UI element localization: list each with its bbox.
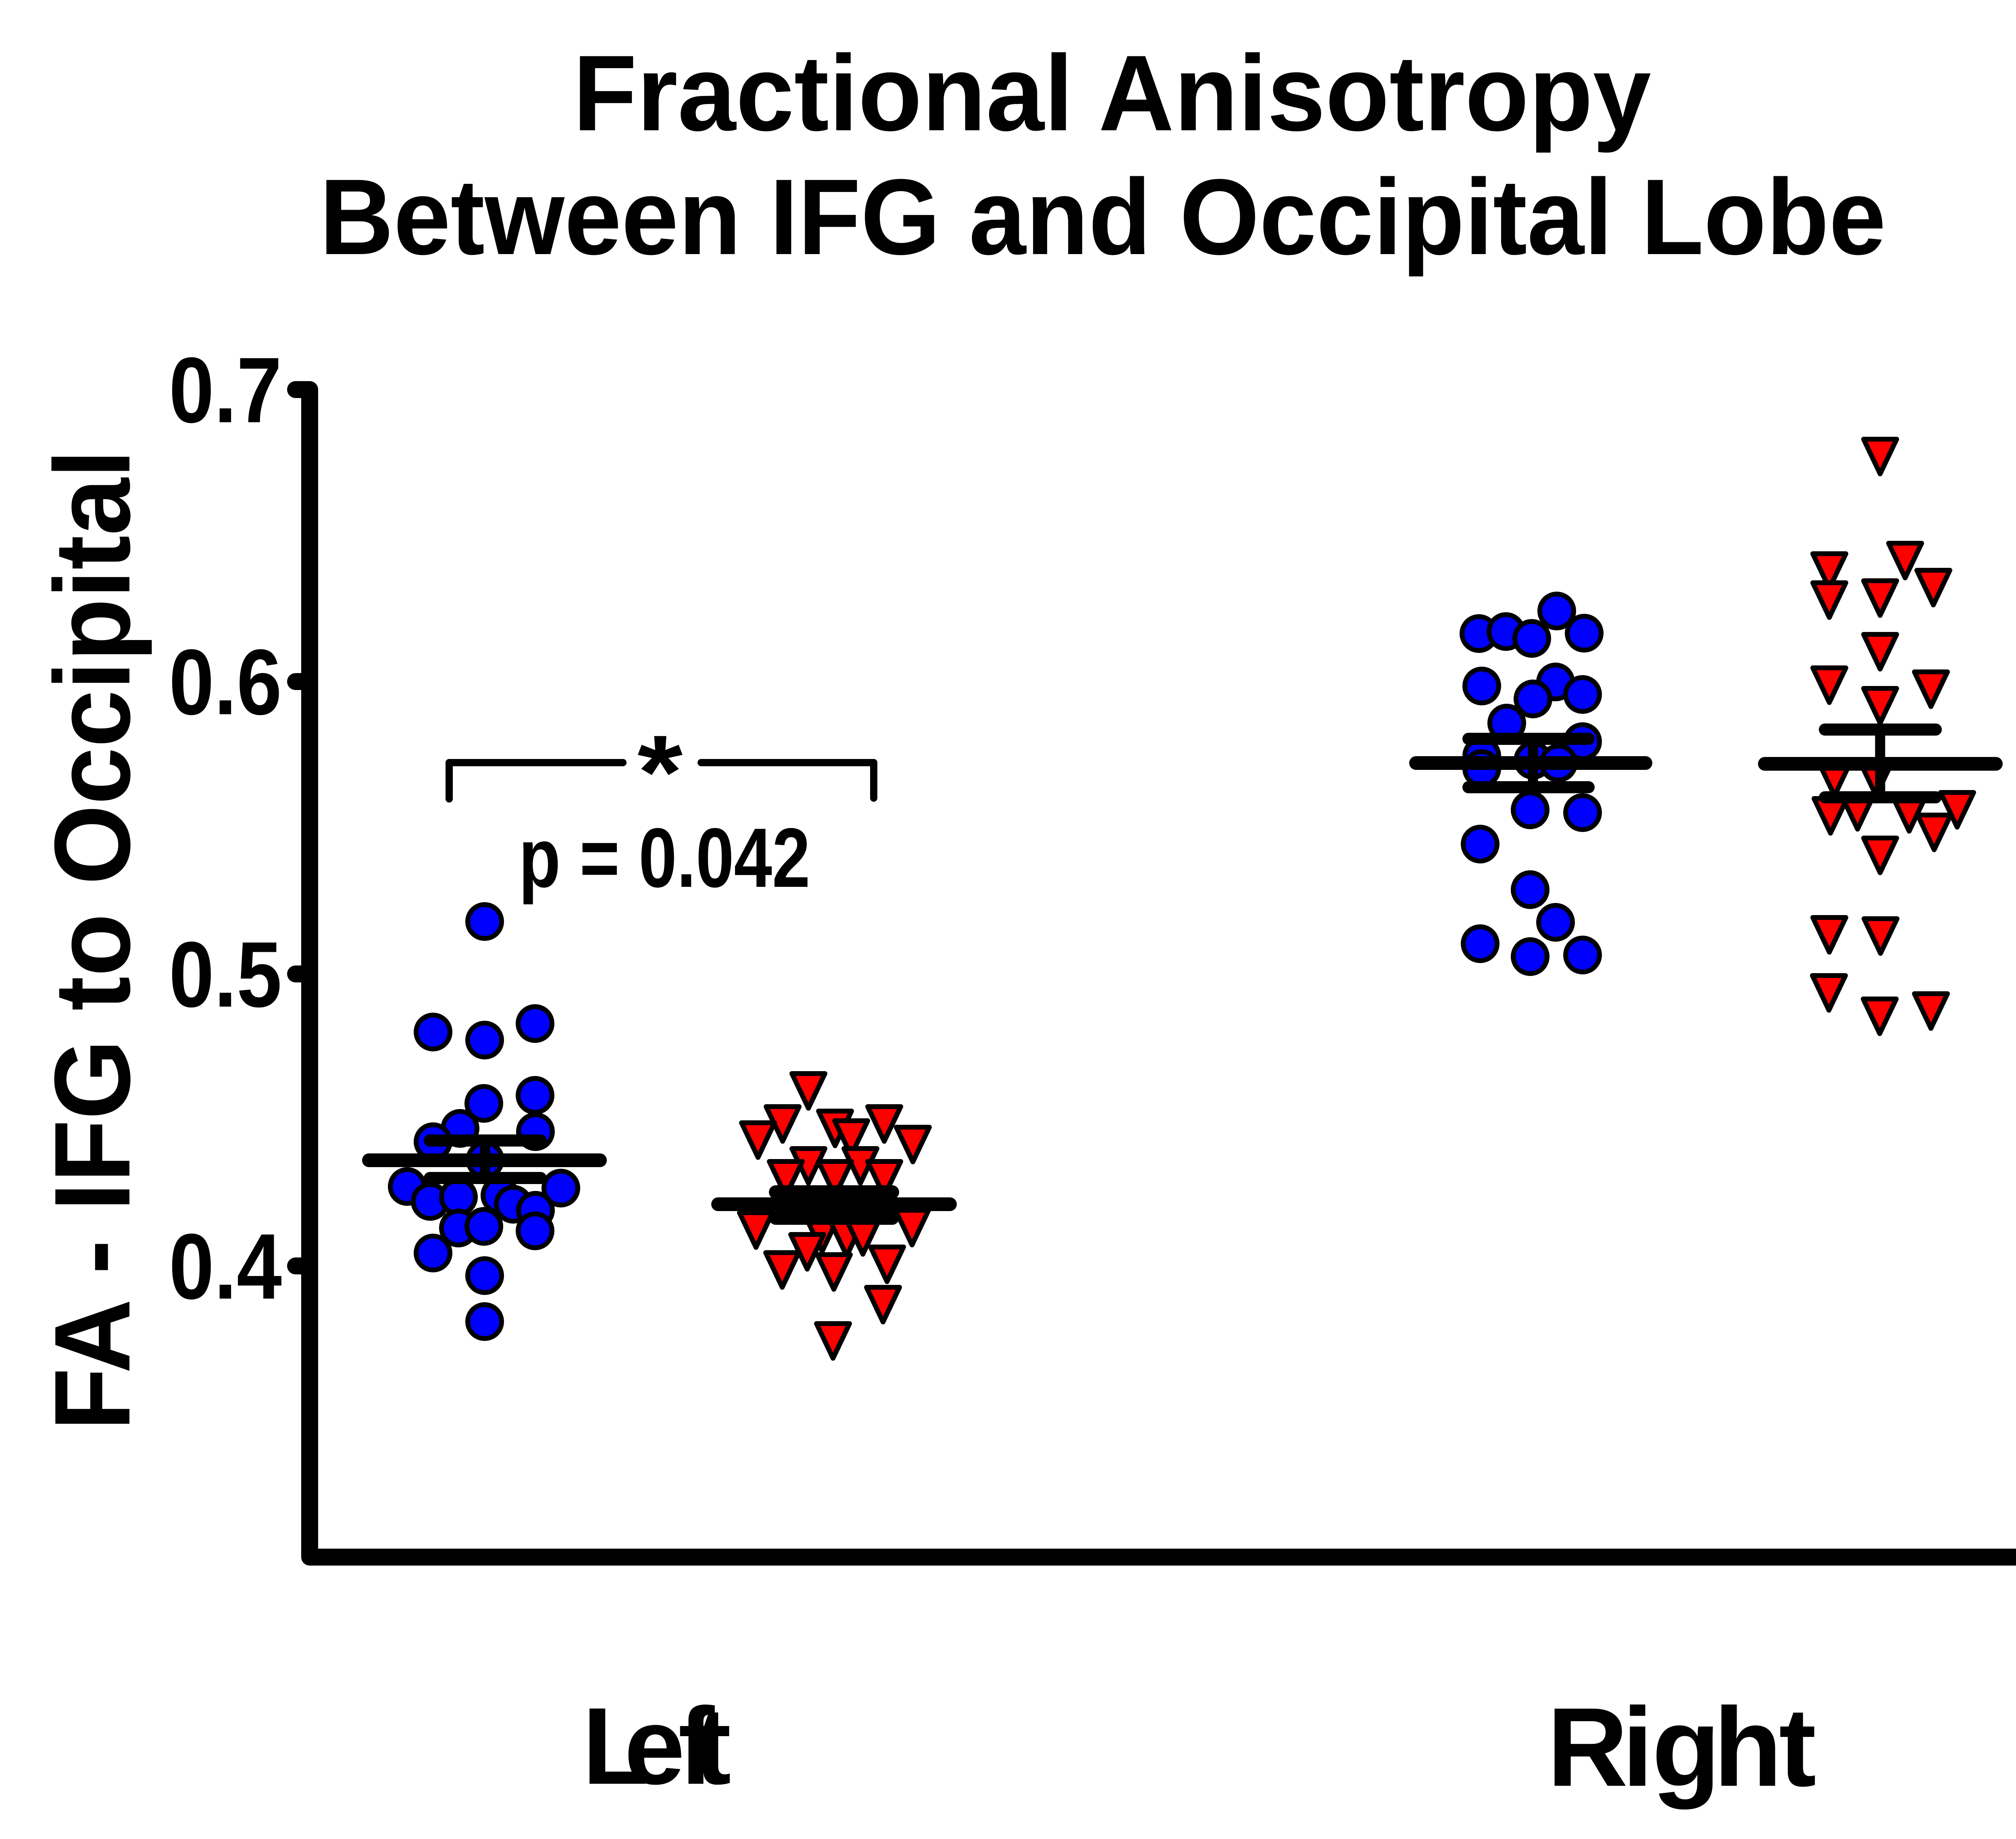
svg-text:*: * <box>637 714 683 831</box>
svg-text:Fractional Anisotropy: Fractional Anisotropy <box>573 33 1652 154</box>
svg-text:p = 0.042: p = 0.042 <box>519 811 810 905</box>
svg-text:Left: Left <box>582 1685 731 1807</box>
svg-text:FA - IFG to Occipital: FA - IFG to Occipital <box>32 450 153 1431</box>
svg-text:0.7: 0.7 <box>169 338 282 442</box>
svg-text:0.5: 0.5 <box>169 922 282 1026</box>
svg-text:0.6: 0.6 <box>169 630 282 734</box>
svg-text:Right: Right <box>1547 1684 1816 1810</box>
svg-text:Between IFG and Occipital Lobe: Between IFG and Occipital Lobe <box>320 156 1886 277</box>
svg-text:0.4: 0.4 <box>169 1214 282 1318</box>
